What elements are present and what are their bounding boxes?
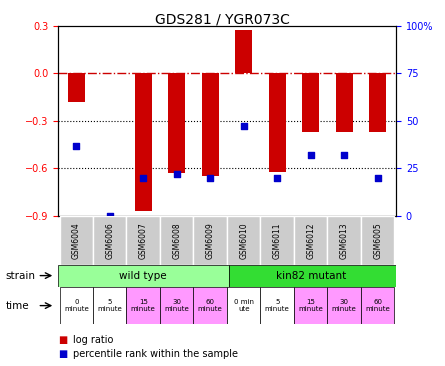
Text: GSM6012: GSM6012 bbox=[306, 223, 315, 259]
Text: 15
minute: 15 minute bbox=[131, 299, 156, 312]
Text: GSM6006: GSM6006 bbox=[105, 222, 114, 259]
Text: 60
minute: 60 minute bbox=[198, 299, 222, 312]
Text: GSM6008: GSM6008 bbox=[172, 222, 181, 259]
Point bbox=[206, 175, 214, 181]
Point bbox=[140, 175, 147, 181]
Bar bbox=[369, 73, 386, 132]
Bar bbox=[227, 216, 260, 265]
Text: 5
minute: 5 minute bbox=[97, 299, 122, 312]
Bar bbox=[229, 265, 396, 287]
Point bbox=[73, 143, 80, 149]
Text: log ratio: log ratio bbox=[73, 335, 114, 345]
Text: percentile rank within the sample: percentile rank within the sample bbox=[73, 349, 239, 359]
Bar bbox=[336, 73, 352, 132]
Bar bbox=[235, 30, 252, 73]
Bar bbox=[361, 216, 394, 265]
Text: GSM6004: GSM6004 bbox=[72, 222, 81, 259]
Point bbox=[106, 213, 113, 219]
Bar bbox=[328, 287, 361, 324]
Text: GDS281 / YGR073C: GDS281 / YGR073C bbox=[155, 13, 290, 27]
Bar bbox=[168, 73, 185, 173]
Bar bbox=[135, 73, 152, 211]
Point bbox=[274, 175, 281, 181]
Text: 30
minute: 30 minute bbox=[164, 299, 189, 312]
Bar bbox=[361, 287, 394, 324]
Point bbox=[307, 152, 314, 158]
Bar bbox=[294, 216, 328, 265]
Bar bbox=[126, 216, 160, 265]
Bar bbox=[60, 287, 93, 324]
Text: 60
minute: 60 minute bbox=[365, 299, 390, 312]
Bar bbox=[93, 287, 126, 324]
Bar bbox=[60, 216, 93, 265]
Text: GSM6007: GSM6007 bbox=[139, 222, 148, 259]
Text: ■: ■ bbox=[58, 335, 67, 345]
Text: 30
minute: 30 minute bbox=[332, 299, 356, 312]
Bar bbox=[194, 216, 227, 265]
Point bbox=[374, 175, 381, 181]
Text: 0
minute: 0 minute bbox=[64, 299, 89, 312]
Bar bbox=[93, 216, 126, 265]
Text: strain: strain bbox=[5, 271, 35, 281]
Text: GSM6010: GSM6010 bbox=[239, 222, 248, 259]
Text: 15
minute: 15 minute bbox=[298, 299, 323, 312]
Bar bbox=[260, 216, 294, 265]
Bar bbox=[68, 73, 85, 102]
Point bbox=[240, 124, 247, 130]
Text: GSM6013: GSM6013 bbox=[340, 222, 348, 259]
Text: GSM6005: GSM6005 bbox=[373, 222, 382, 259]
Bar bbox=[194, 287, 227, 324]
Text: kin82 mutant: kin82 mutant bbox=[275, 271, 346, 281]
Bar bbox=[227, 287, 260, 324]
Text: GSM6011: GSM6011 bbox=[273, 223, 282, 259]
Text: ■: ■ bbox=[58, 349, 67, 359]
Text: 5
minute: 5 minute bbox=[265, 299, 290, 312]
Point bbox=[340, 152, 348, 158]
Text: wild type: wild type bbox=[119, 271, 167, 281]
Text: GSM6009: GSM6009 bbox=[206, 222, 214, 259]
Bar bbox=[126, 287, 160, 324]
Bar bbox=[294, 287, 328, 324]
Text: 0 min
ute: 0 min ute bbox=[234, 299, 254, 312]
Text: time: time bbox=[5, 301, 29, 311]
Bar bbox=[328, 216, 361, 265]
Bar bbox=[160, 287, 194, 324]
Bar bbox=[302, 73, 319, 132]
Bar bbox=[260, 287, 294, 324]
Bar bbox=[160, 216, 194, 265]
Bar bbox=[269, 73, 286, 172]
Bar bbox=[202, 73, 218, 176]
Point bbox=[173, 171, 180, 177]
Bar bbox=[58, 265, 229, 287]
